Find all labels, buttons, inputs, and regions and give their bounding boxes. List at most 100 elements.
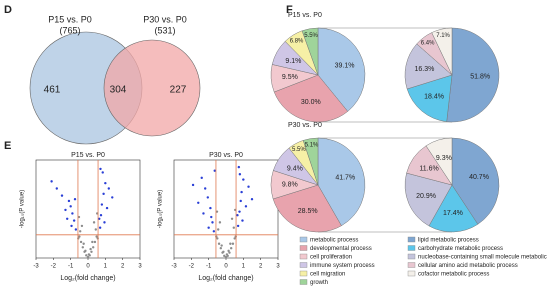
point [231,242,235,245]
connector-lines [318,27,452,233]
point [210,215,213,219]
point [236,214,239,217]
point [206,196,209,199]
pie-slice [404,172,453,227]
pie-slice [431,27,453,76]
plot-frame [35,159,141,259]
point [69,205,72,208]
region-count: 461 [44,85,61,96]
x-tick-label: 1 [104,264,108,270]
point [98,217,101,220]
y-axis-label: -log₁₀(P value) [158,190,164,228]
x-axis-label: Log₂(fold change) [198,275,253,282]
slice-label: 51.8% [470,73,490,80]
legend-label: cofactor metabolic process [418,272,489,278]
point [230,217,234,220]
point [229,242,232,245]
point [222,250,225,253]
slice-label: 6.8% [290,38,304,44]
point [239,199,242,203]
point [225,253,229,256]
slice-label: 17.4% [443,210,463,217]
point [204,187,207,190]
point [55,187,58,190]
slice-label: 41.7% [335,175,355,182]
point [102,192,105,196]
point [242,178,245,181]
point [237,165,241,169]
slice-label: 9.3% [436,155,452,162]
point [70,224,73,228]
pie-slice [317,27,366,112]
pie-slice [404,43,453,90]
point [238,210,241,213]
point [218,221,222,224]
slice-label: 18.4% [424,94,444,101]
panel-label: F [286,4,293,16]
point [67,199,71,203]
legend-swatch [407,236,416,243]
point [207,226,210,229]
legend-swatch [299,270,308,277]
point [223,254,226,258]
legend-label: nucleobase-containing small molecule met… [418,255,547,261]
venn-set [103,39,201,137]
x-tick-label: -1 [68,264,74,270]
x-tick-label: -3 [33,264,39,270]
legend-swatch [407,270,416,277]
point [241,219,244,222]
point [86,255,90,259]
plot-frame [173,159,279,259]
point [202,212,205,215]
y-axis-label: -log₁₀(P value) [20,190,26,228]
point [80,224,84,228]
x-tick-label: 1 [242,264,246,270]
x-tick-label: 2 [259,264,263,270]
slice-label: 5.1% [305,143,319,149]
plot-title: P15 vs. P0 [71,152,105,159]
legend-label: carbohydrate metabolic process [418,246,503,252]
slice-label: 40.7% [469,174,489,181]
x-tick-label: -3 [171,264,177,270]
point [87,253,91,256]
plot-title: P30 vs. P0 [209,152,243,159]
legend-swatch [299,245,308,251]
pie-slice [425,137,453,186]
legend-label: cell migration [310,272,345,278]
pie-slice [406,74,453,122]
slice-label: 5.5% [304,33,318,39]
x-tick-label: 0 [86,264,90,270]
slice-label: 9.8% [282,182,298,189]
legend-label: lipid metabolic process [418,238,479,244]
point [79,240,83,244]
slice-label: 9.5% [282,74,298,81]
slice-label: 20.9% [416,193,436,200]
legend-swatch [299,253,308,260]
point [64,208,67,212]
pie-group-title: P30 vs. P0 [288,122,322,129]
set-total: (531) [154,25,175,35]
x-tick-label: 3 [138,264,142,270]
point [82,242,85,245]
pie-slice [272,184,342,233]
point [66,217,69,220]
point [217,228,220,231]
point [103,221,106,224]
legend-swatch [407,253,416,260]
point [74,228,78,231]
point [191,183,195,187]
slice-label: 9.4% [287,166,303,173]
point [79,230,82,233]
x-tick-label: 2 [121,264,125,270]
legend-label: developmental process [310,246,372,252]
point [224,255,228,259]
x-axis-label: Log₂(fold change) [60,275,115,282]
point [228,251,231,254]
point [105,206,109,210]
point [73,198,77,201]
point [91,240,94,244]
point [60,194,64,197]
point [90,250,93,253]
pie-slice [273,74,349,123]
